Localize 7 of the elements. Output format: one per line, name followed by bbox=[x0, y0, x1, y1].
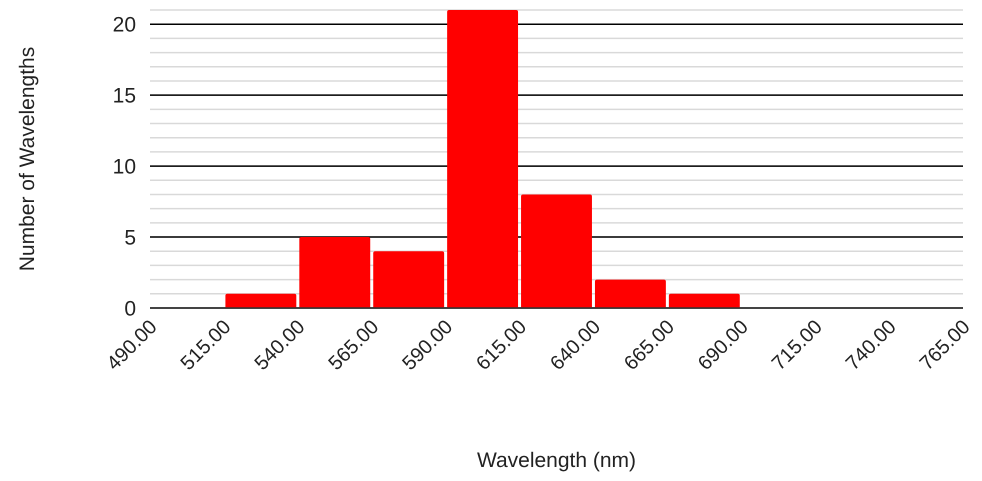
y-tick-label: 20 bbox=[112, 14, 136, 37]
y-tick-label: 5 bbox=[124, 226, 136, 250]
y-tick-label: 0 bbox=[124, 297, 136, 320]
x-axis-title: Wavelength (nm) bbox=[476, 449, 636, 472]
y-tick-label: 10 bbox=[112, 155, 136, 178]
y-axis-title: Number of Wavelengths bbox=[16, 46, 39, 272]
y-tick-label: 15 bbox=[112, 84, 136, 108]
